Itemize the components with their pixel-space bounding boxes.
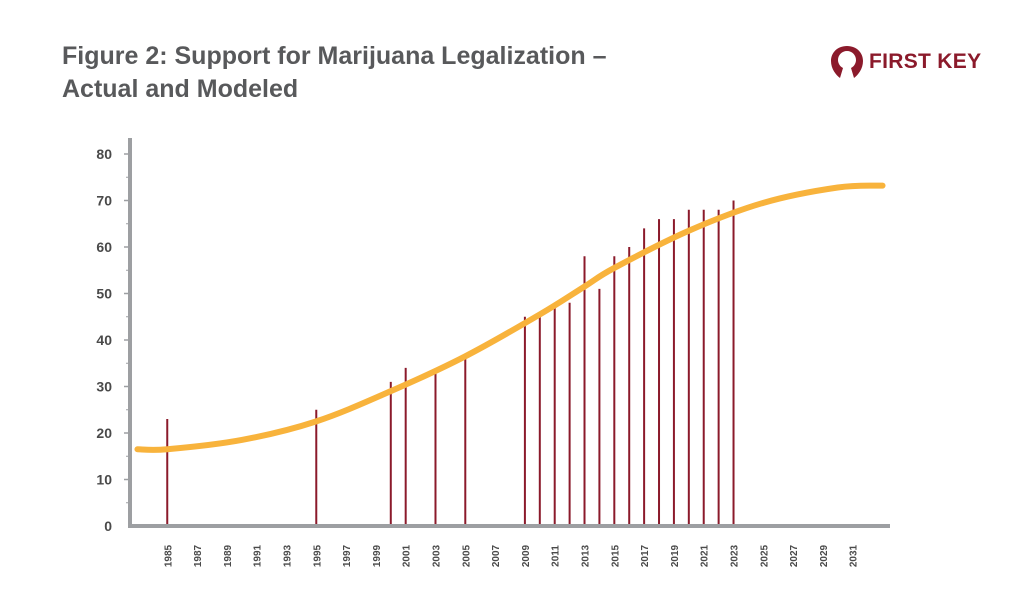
x-tick-label: 1993	[282, 544, 293, 567]
x-tick-label: 1995	[312, 544, 323, 567]
modeled-curve	[134, 182, 886, 453]
y-tick-label: 80	[96, 146, 112, 162]
x-tick-label: 2013	[581, 544, 592, 567]
x-tick-label: 1987	[193, 544, 204, 567]
y-tick-label: 70	[96, 193, 112, 209]
chart-title-line-1: Figure 2: Support for Marijuana Legaliza…	[62, 42, 607, 70]
x-tick-label: 2005	[461, 544, 472, 567]
brand-logo: FIRST KEY	[829, 44, 981, 80]
actual-bars	[166, 200, 735, 526]
y-tick-label: 30	[96, 379, 112, 395]
x-tick-label: 2029	[819, 544, 830, 567]
y-tick-label: 10	[96, 472, 112, 488]
x-tick-label: 2031	[849, 544, 860, 567]
x-tick-label: 1997	[342, 544, 353, 567]
x-tick-label: 2001	[402, 544, 413, 567]
x-tick-label: 1991	[253, 544, 264, 567]
x-tick-label: 1999	[372, 544, 383, 567]
x-tick-label: 2017	[640, 544, 651, 567]
x-tick-label: 2007	[491, 544, 502, 567]
x-tick-label: 2015	[610, 544, 621, 567]
y-tick-label: 40	[96, 332, 112, 348]
x-tick-label: 2011	[551, 545, 562, 567]
y-tick-label: 50	[96, 286, 112, 302]
keyhole-logo-icon	[831, 46, 863, 78]
chart-title: Figure 2: Support for Marijuana Legaliza…	[62, 40, 722, 106]
brand-name: FIRST KEY	[869, 50, 982, 73]
y-tick-label: 20	[96, 425, 112, 441]
modeled-line	[134, 182, 886, 453]
chart-title-line-2: Actual and Modeled	[62, 75, 299, 103]
y-tick-label: 0	[104, 518, 112, 534]
x-tick-label: 2023	[730, 544, 741, 567]
x-tick-label: 2009	[521, 544, 532, 567]
x-tick-label: 2019	[670, 544, 681, 567]
axes	[128, 138, 890, 528]
x-tick-label: 2025	[759, 544, 770, 567]
x-tick-label: 1989	[223, 544, 234, 567]
x-tick-label: 2021	[700, 544, 711, 567]
x-axis-ticks: 1985 1987 1989 1991 1993 1995 1997 1999 2001 2003…	[163, 544, 859, 567]
x-tick-label: 1985	[163, 544, 174, 567]
x-tick-label: 2003	[431, 544, 442, 567]
y-tick-label: 60	[96, 239, 112, 255]
x-tick-label: 2027	[789, 544, 800, 567]
y-axis-ticks: 0 10 20 30 40 50 60 70 80	[96, 146, 130, 534]
